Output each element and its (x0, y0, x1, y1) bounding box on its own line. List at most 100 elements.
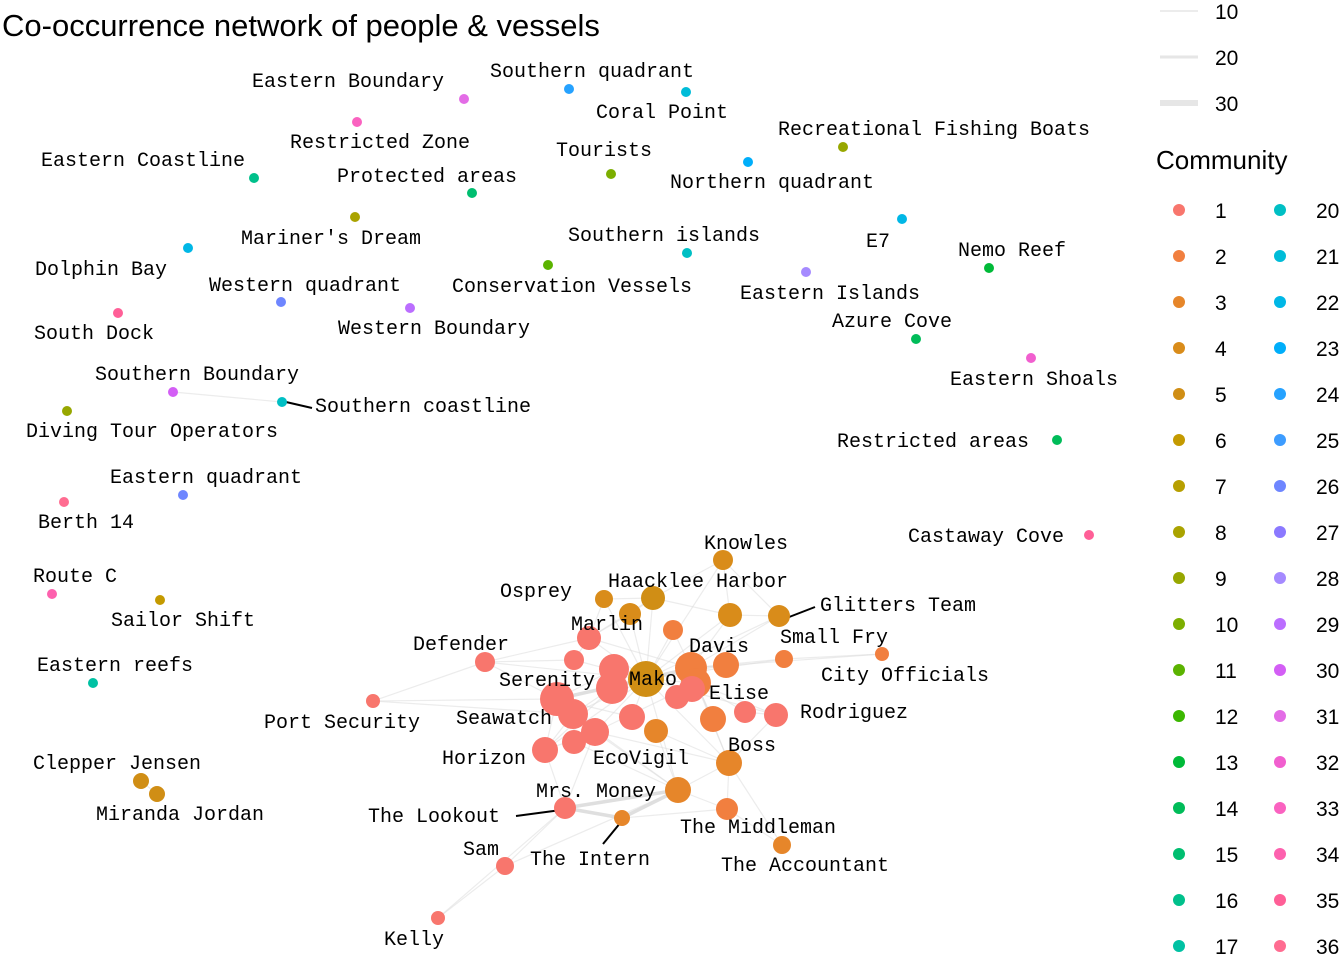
node-mrs-money[interactable] (665, 777, 691, 803)
legend-label-31: 31 (1316, 706, 1339, 729)
node-eastern-coastline[interactable] (249, 173, 259, 183)
node-label-azure-cove: Azure Cove (832, 311, 952, 334)
node-southern-coastline[interactable] (277, 397, 287, 407)
node-northern-quadrant[interactable] (743, 157, 753, 167)
node-protected-areas[interactable] (467, 188, 477, 198)
legend-label-16: 16 (1215, 890, 1238, 913)
node-conservation-vessels[interactable] (543, 260, 553, 270)
node-diving-tour-operators[interactable] (62, 406, 72, 416)
node-tourists[interactable] (606, 169, 616, 179)
node-route-c[interactable] (47, 589, 57, 599)
node-coral-point[interactable] (681, 87, 691, 97)
node-n7[interactable] (599, 654, 629, 684)
node-eastern-quadrant[interactable] (178, 490, 188, 500)
node-n2[interactable] (718, 603, 742, 627)
node-clepper-jensen[interactable] (133, 773, 149, 789)
node-n6[interactable] (713, 652, 739, 678)
node-sam[interactable] (496, 857, 514, 875)
node-n12[interactable] (700, 706, 726, 732)
node-southern-quadrant[interactable] (564, 84, 574, 94)
node-eastern-reefs[interactable] (88, 678, 98, 688)
node-label-berth-14: Berth 14 (38, 512, 134, 535)
node-south-dock[interactable] (113, 308, 123, 318)
node-ecovigil[interactable] (581, 718, 609, 746)
legend-swatch-22 (1274, 296, 1286, 308)
edge-mrs-money-the-lookout (564, 788, 679, 810)
node-rodriguez[interactable] (764, 703, 788, 727)
edge-n10-boss (655, 730, 730, 764)
node-nemo-reef[interactable] (984, 263, 994, 273)
node-the-accountant[interactable] (773, 836, 791, 854)
node-label-osprey: Osprey (500, 581, 572, 604)
node-city-officials[interactable] (875, 647, 889, 661)
node-berth-14[interactable] (59, 497, 69, 507)
legend-swatch-17 (1173, 940, 1185, 952)
node-n1[interactable] (619, 603, 641, 625)
node-recreational-fishing-boats[interactable] (838, 142, 848, 152)
edge-mako-knowles (645, 559, 724, 680)
legend-swatch-24 (1274, 388, 1286, 400)
node-label-mako: Mako (629, 669, 677, 692)
node-e7[interactable] (897, 214, 907, 224)
node-n8[interactable] (619, 704, 645, 730)
node-southern-islands[interactable] (682, 248, 692, 258)
node-kelly[interactable] (431, 911, 445, 925)
node-horizon[interactable] (532, 737, 558, 763)
chart-title: Co-occurrence network of people & vessel… (2, 8, 600, 43)
node-dolphin-bay[interactable] (183, 243, 193, 253)
node-defender[interactable] (475, 652, 495, 672)
edge-the-intern-the-middleman (621, 808, 728, 819)
node-port-security[interactable] (366, 694, 380, 708)
node-knowles[interactable] (713, 550, 733, 570)
node-n10[interactable] (644, 719, 668, 743)
node-n14[interactable] (562, 730, 586, 754)
node-osprey[interactable] (595, 590, 613, 608)
node-n9[interactable] (734, 701, 756, 723)
node-haacklee-harbor[interactable] (641, 586, 665, 610)
node-miranda-jordan[interactable] (149, 786, 165, 802)
edge-n14-mrs-money (573, 741, 679, 791)
edge-mako-glitters-team (645, 615, 780, 680)
legend-swatch-3 (1173, 296, 1185, 308)
legend-width-label-10: 10 (1215, 1, 1238, 24)
node-eastern-boundary[interactable] (459, 94, 469, 104)
edge-serenity-port-security (372, 698, 558, 702)
node-the-lookout[interactable] (554, 797, 576, 819)
node-western-quadrant[interactable] (276, 297, 286, 307)
legend-swatch-28 (1274, 572, 1286, 584)
node-eastern-islands[interactable] (801, 267, 811, 277)
node-restricted-zone[interactable] (352, 117, 362, 127)
legend-label-9: 9 (1215, 568, 1227, 591)
node-mariner-s-dream[interactable] (350, 212, 360, 222)
node-the-intern[interactable] (614, 810, 630, 826)
legend-label-26: 26 (1316, 476, 1339, 499)
node-restricted-areas[interactable] (1052, 435, 1062, 445)
node-azure-cove[interactable] (911, 334, 921, 344)
edge-mako-boss (645, 678, 730, 764)
edge-mrs-money-sam (504, 789, 679, 867)
edge-knowles-glitters-team (722, 559, 780, 617)
node-mako[interactable] (628, 661, 664, 697)
node-castaway-cove[interactable] (1084, 530, 1094, 540)
node-southern-boundary[interactable] (168, 387, 178, 397)
node-n3[interactable] (564, 650, 584, 670)
legend-swatch-14 (1173, 802, 1185, 814)
node-boss[interactable] (716, 750, 742, 776)
node-seawatch[interactable] (558, 699, 588, 729)
edge-haacklee-harbor-knowles (652, 559, 724, 599)
node-small-fry[interactable] (775, 650, 793, 668)
legend-swatch-31 (1274, 710, 1286, 722)
node-sailor-shift[interactable] (155, 595, 165, 605)
node-marlin[interactable] (577, 626, 601, 650)
node-eastern-shoals[interactable] (1026, 353, 1036, 363)
node-the-middleman[interactable] (716, 798, 738, 820)
legend-swatch-6 (1173, 434, 1185, 446)
node-label-southern-islands: Southern islands (568, 225, 760, 248)
node-western-boundary[interactable] (405, 303, 415, 313)
node-n13[interactable] (665, 685, 689, 709)
nodes-layer (47, 84, 1094, 925)
node-glitters-team[interactable] (768, 605, 790, 627)
legend-label-23: 23 (1316, 338, 1339, 361)
node-n5[interactable] (663, 620, 683, 640)
node-label-western-boundary: Western Boundary (338, 318, 530, 341)
